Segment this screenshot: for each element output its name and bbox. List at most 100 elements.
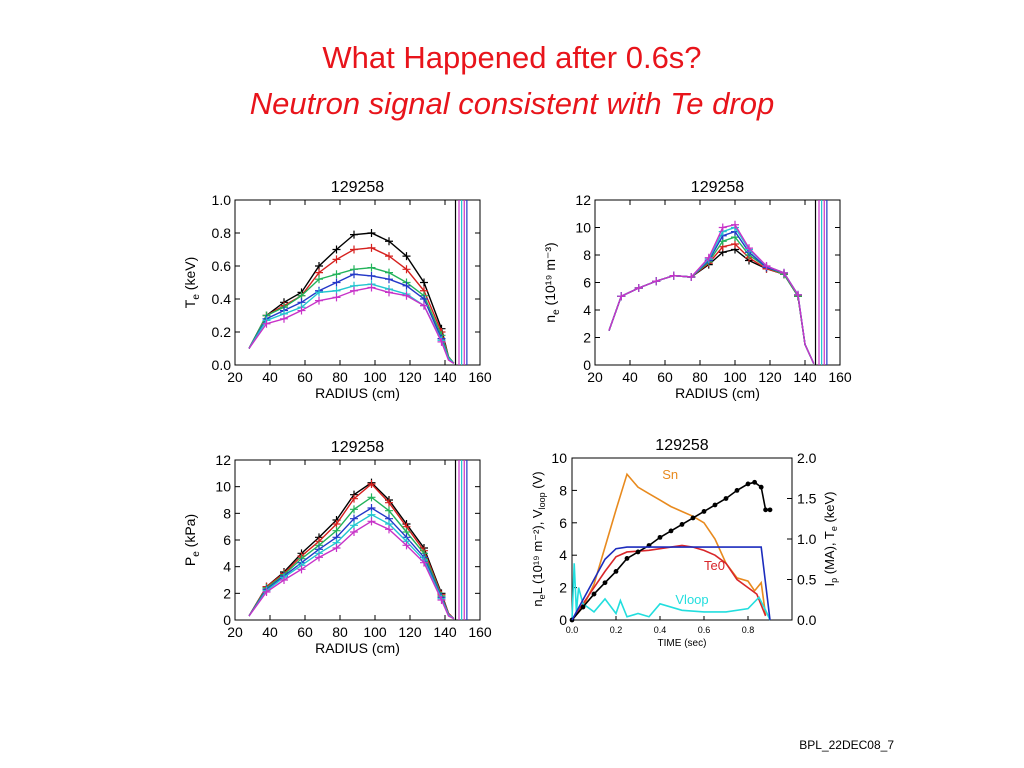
chart-title: 129258	[655, 437, 708, 454]
data-point	[780, 268, 788, 277]
y-axis-label: Pe (kPa)	[182, 514, 202, 566]
data-point	[315, 275, 323, 284]
data-point	[350, 494, 358, 503]
data-point	[280, 576, 288, 584]
data-point	[332, 278, 341, 287]
y-tick-label: 4	[583, 302, 591, 318]
x-tick-label: 60	[297, 369, 313, 385]
data-point	[315, 553, 323, 562]
x-tick-label: 0.0	[566, 625, 579, 635]
profile-line	[608, 223, 815, 364]
slide-title: What Happened after 0.6s?	[322, 40, 702, 75]
data-point	[745, 244, 753, 253]
chart-title: 129258	[331, 179, 384, 196]
y-tick-label: 4	[223, 559, 231, 575]
profile-line	[248, 247, 455, 364]
y-tick-label: 0.4	[212, 291, 232, 307]
data-point	[704, 253, 713, 262]
data-point	[262, 588, 271, 596]
y-tick-label: 6	[223, 532, 231, 548]
data-point	[350, 230, 358, 239]
data-point	[731, 240, 739, 248]
y-tick-label: 0	[559, 612, 567, 628]
x-tick-label: 140	[433, 369, 457, 385]
y-tick-label: 10	[551, 450, 567, 466]
series-label: Sn	[662, 467, 678, 482]
series-label: Vloop	[675, 592, 708, 607]
chart-title: 129258	[331, 439, 384, 456]
trace-marker	[635, 549, 641, 555]
ne-profile-chart: 129258 20 40 60 80 100 120 140 160 0 2 4 6 8 10 12 RADIU…	[542, 179, 852, 401]
y-tick-label-right: 0.0	[797, 612, 817, 628]
trace-marker	[758, 484, 764, 490]
trace-line	[571, 544, 767, 621]
plot-frame	[234, 199, 481, 366]
profile-line	[248, 286, 455, 364]
y-axis-label: ne (10¹⁹ m⁻³)	[542, 242, 562, 322]
data-point	[402, 281, 411, 290]
data-point	[367, 243, 376, 252]
y-tick-label: 0.6	[212, 258, 232, 274]
x-tick-label: 80	[692, 369, 708, 385]
x-tick-label: 0.8	[742, 625, 755, 635]
trace-line	[571, 481, 770, 621]
data-point	[297, 565, 306, 574]
trace-marker	[657, 534, 663, 540]
trace-marker	[613, 569, 619, 574]
x-tick-label: 0.2	[610, 625, 623, 635]
x-tick-label: 140	[793, 369, 817, 385]
data-point	[367, 504, 376, 512]
y-tick-label: 0.0	[212, 357, 232, 373]
x-tick-label: 140	[433, 624, 457, 640]
x-tick-label: 80	[332, 624, 348, 640]
data-point	[385, 237, 393, 246]
y-tick-label: 6	[559, 515, 567, 531]
data-point	[385, 275, 393, 284]
data-point	[367, 283, 376, 292]
data-point	[794, 290, 802, 299]
y-tick-label: 0.8	[212, 225, 232, 241]
data-point	[262, 319, 271, 328]
data-point	[402, 541, 411, 550]
profile-line	[608, 248, 815, 364]
data-point	[385, 525, 393, 534]
x-tick-label: 160	[468, 369, 492, 385]
x-tick-label: 100	[723, 369, 747, 385]
y-tick-label-right: 0.5	[797, 572, 817, 588]
y-axis-label-right: Ip (MA), Te (keV)	[822, 491, 839, 586]
data-point	[332, 293, 341, 302]
x-tick-label: 0.4	[654, 625, 667, 635]
y-tick-label: 4	[559, 547, 567, 563]
data-point	[687, 273, 696, 281]
data-point	[332, 270, 341, 279]
trace-marker	[745, 481, 751, 487]
x-axis-label: RADIUS (cm)	[315, 385, 400, 401]
data-point	[367, 229, 376, 237]
plot-frame	[594, 199, 841, 366]
x-axis-label: RADIUS (cm)	[315, 640, 400, 656]
x-tick-label: 160	[828, 369, 852, 385]
y-tick-label: 8	[223, 505, 231, 521]
profile-line	[248, 513, 455, 620]
series-label: Te0	[704, 558, 725, 573]
y-tick-label: 0.2	[212, 324, 232, 340]
trace-marker	[752, 479, 757, 485]
data-point	[652, 277, 661, 286]
x-tick-label: 60	[657, 369, 673, 385]
y-tick-label-right: 2.0	[797, 450, 817, 466]
data-point	[350, 270, 358, 279]
data-point	[437, 596, 446, 604]
data-point	[350, 521, 358, 530]
y-tick-label: 1.0	[212, 192, 232, 208]
data-point	[420, 558, 428, 567]
trace-line	[571, 472, 767, 621]
y-tick-label: 6	[583, 275, 591, 291]
data-point	[367, 493, 376, 502]
x-tick-label: 40	[622, 369, 638, 385]
data-point	[762, 262, 771, 270]
trace-marker	[763, 507, 768, 513]
profile-line	[608, 226, 815, 364]
data-point	[280, 314, 288, 323]
x-tick-label: 20	[227, 624, 243, 640]
data-point	[332, 544, 341, 552]
